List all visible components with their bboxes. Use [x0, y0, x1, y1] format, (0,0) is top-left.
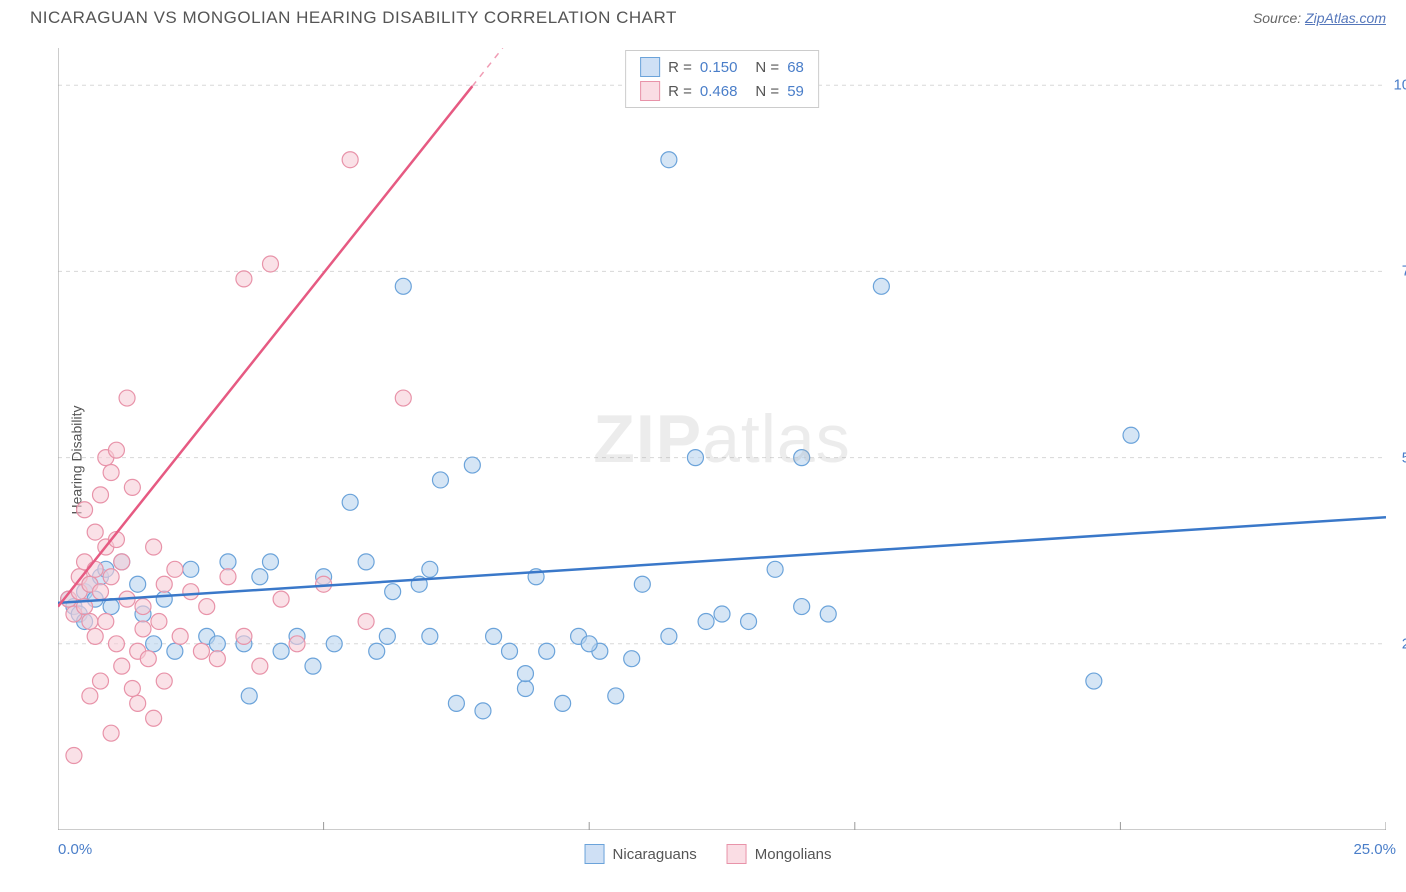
legend-n-label-0: N = — [755, 59, 779, 76]
y-tick-label: 7.5% — [1402, 263, 1406, 280]
legend-n-label-1: N = — [755, 83, 779, 100]
legend-label-mongolians: Mongolians — [755, 846, 832, 863]
legend-item-mongolians: Mongolians — [727, 844, 832, 864]
legend-stats-row-1: R = 0.468 N = 59 — [640, 79, 804, 103]
legend-stats-row-0: R = 0.150 N = 68 — [640, 55, 804, 79]
chart-svg — [58, 48, 1386, 830]
swatch-mongolians — [640, 81, 660, 101]
legend-r-label-0: R = — [668, 59, 692, 76]
legend-r-val-0: 0.150 — [700, 59, 738, 76]
chart-title: NICARAGUAN VS MONGOLIAN HEARING DISABILI… — [30, 8, 677, 28]
legend-series: Nicaraguans Mongolians — [585, 844, 832, 864]
legend-label-nicaraguans: Nicaraguans — [613, 846, 697, 863]
source-prefix: Source: — [1253, 10, 1305, 26]
legend-n-val-0: 68 — [787, 59, 804, 76]
y-tick-label: 10.0% — [1393, 77, 1406, 94]
y-tick-label: 5.0% — [1402, 449, 1406, 466]
plot-area: ZIPatlas R = 0.150 N = 68 R = 0.468 N = … — [58, 48, 1386, 830]
swatch-nicaraguans — [640, 57, 660, 77]
legend-item-nicaraguans: Nicaraguans — [585, 844, 697, 864]
chart-source: Source: ZipAtlas.com — [1253, 10, 1386, 26]
y-tick-label: 2.5% — [1402, 635, 1406, 652]
legend-n-val-1: 59 — [787, 83, 804, 100]
swatch-bottom-nicaraguans — [585, 844, 605, 864]
legend-r-label-1: R = — [668, 83, 692, 100]
chart-header: NICARAGUAN VS MONGOLIAN HEARING DISABILI… — [0, 0, 1406, 34]
x-tick-left: 0.0% — [58, 841, 92, 858]
legend-r-val-1: 0.468 — [700, 83, 738, 100]
swatch-bottom-mongolians — [727, 844, 747, 864]
source-link[interactable]: ZipAtlas.com — [1305, 10, 1386, 26]
chart-container: Hearing Disability ZIPatlas R = 0.150 N … — [30, 48, 1386, 872]
x-tick-right: 25.0% — [1353, 841, 1396, 858]
legend-stats: R = 0.150 N = 68 R = 0.468 N = 59 — [625, 50, 819, 108]
